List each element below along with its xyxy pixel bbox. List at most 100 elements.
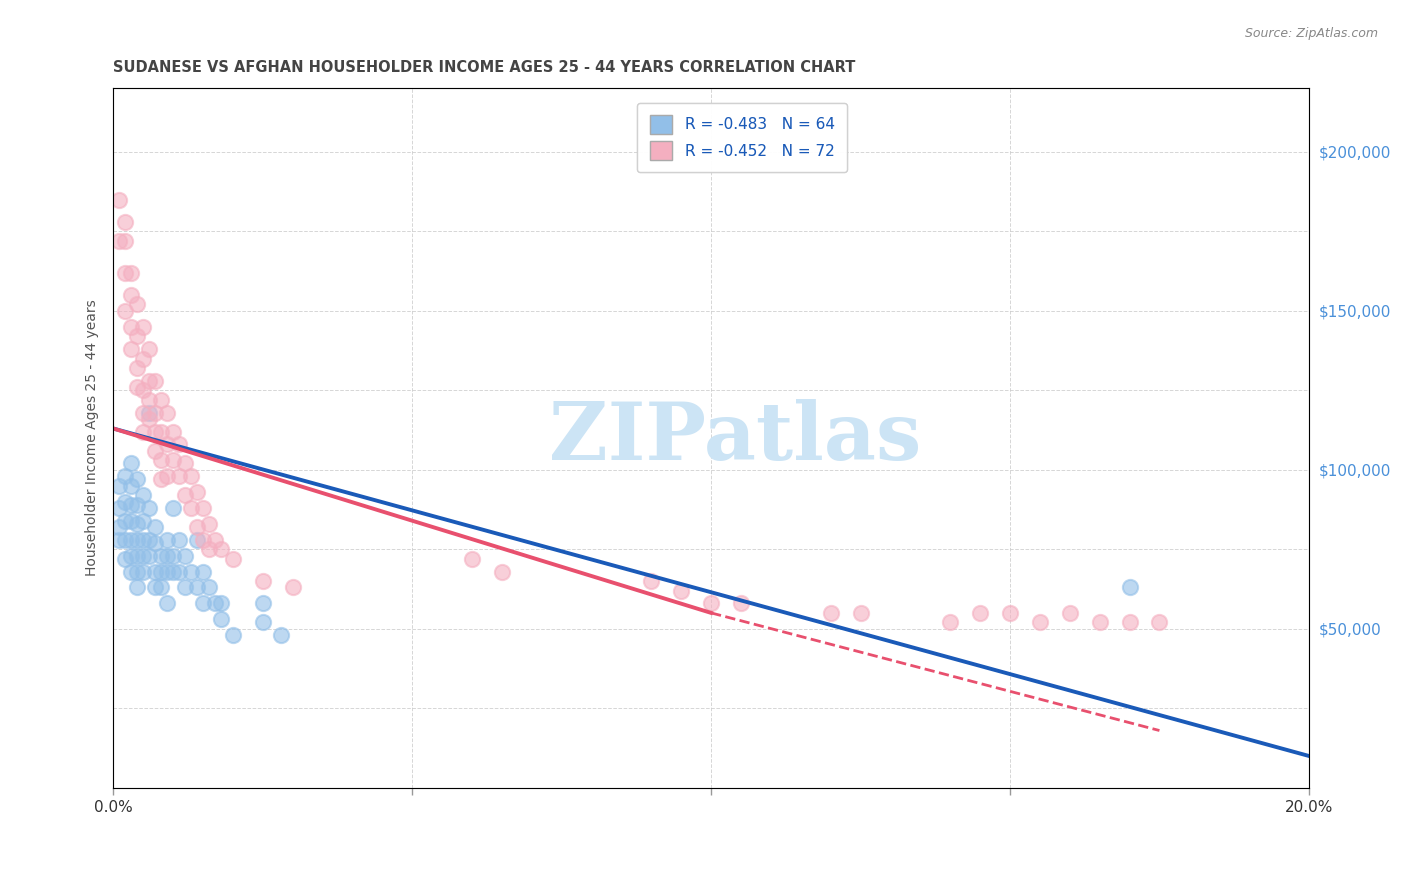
Point: [143, 520, 166, 534]
Point: [204, 533, 226, 547]
Point: [191, 565, 214, 579]
Y-axis label: Householder Income Ages 25 - 44 years: Householder Income Ages 25 - 44 years: [86, 300, 100, 576]
Point: [820, 606, 842, 620]
Point: [132, 514, 155, 528]
Point: [127, 533, 149, 547]
Point: [114, 303, 136, 318]
Point: [120, 549, 142, 563]
Point: [270, 628, 292, 642]
Point: [143, 374, 166, 388]
Point: [156, 469, 179, 483]
Point: [120, 266, 142, 280]
Point: [114, 514, 136, 528]
Point: [132, 351, 155, 366]
Point: [222, 551, 245, 566]
Point: [186, 581, 208, 595]
Point: [180, 565, 202, 579]
Point: [461, 551, 484, 566]
Point: [127, 380, 149, 394]
Point: [120, 479, 142, 493]
Point: [167, 469, 190, 483]
Point: [132, 533, 155, 547]
Point: [162, 549, 184, 563]
Point: [138, 549, 160, 563]
Point: [120, 498, 142, 512]
Point: [167, 533, 190, 547]
Point: [1118, 615, 1140, 630]
Text: ZIPatlas: ZIPatlas: [548, 399, 921, 477]
Point: [132, 549, 155, 563]
Point: [186, 485, 208, 500]
Point: [198, 581, 221, 595]
Point: [150, 581, 173, 595]
Point: [143, 565, 166, 579]
Point: [669, 583, 692, 598]
Point: [252, 574, 274, 588]
Point: [138, 533, 160, 547]
Point: [222, 628, 245, 642]
Point: [132, 319, 155, 334]
Point: [252, 596, 274, 610]
Point: [640, 574, 662, 588]
Point: [120, 319, 142, 334]
Point: [108, 500, 131, 515]
Point: [150, 425, 173, 439]
Point: [132, 384, 155, 398]
Point: [114, 266, 136, 280]
Point: [108, 234, 131, 248]
Point: [939, 615, 962, 630]
Point: [114, 215, 136, 229]
Point: [186, 520, 208, 534]
Legend: R = -0.483   N = 64, R = -0.452   N = 72: R = -0.483 N = 64, R = -0.452 N = 72: [637, 103, 846, 172]
Point: [127, 498, 149, 512]
Point: [174, 488, 197, 502]
Point: [108, 193, 131, 207]
Point: [114, 533, 136, 547]
Point: [114, 494, 136, 508]
Point: [127, 472, 149, 486]
Point: [127, 329, 149, 343]
Point: [127, 297, 149, 311]
Point: [209, 542, 232, 557]
Point: [127, 581, 149, 595]
Point: [150, 472, 173, 486]
Point: [150, 453, 173, 467]
Point: [132, 565, 155, 579]
Point: [138, 374, 160, 388]
Point: [191, 596, 214, 610]
Point: [186, 533, 208, 547]
Point: [252, 615, 274, 630]
Point: [730, 596, 752, 610]
Point: [120, 533, 142, 547]
Point: [127, 516, 149, 531]
Point: [120, 288, 142, 302]
Point: [167, 437, 190, 451]
Point: [114, 469, 136, 483]
Point: [849, 606, 872, 620]
Point: [174, 457, 197, 471]
Point: [138, 406, 160, 420]
Point: [150, 549, 173, 563]
Point: [198, 516, 221, 531]
Point: [150, 392, 173, 407]
Point: [138, 342, 160, 356]
Point: [156, 437, 179, 451]
Point: [143, 536, 166, 550]
Point: [132, 406, 155, 420]
Text: Source: ZipAtlas.com: Source: ZipAtlas.com: [1244, 27, 1378, 40]
Point: [114, 234, 136, 248]
Point: [1088, 615, 1111, 630]
Point: [143, 425, 166, 439]
Point: [127, 549, 149, 563]
Point: [120, 342, 142, 356]
Point: [132, 425, 155, 439]
Point: [174, 549, 197, 563]
Point: [162, 425, 184, 439]
Point: [138, 500, 160, 515]
Point: [180, 500, 202, 515]
Point: [127, 565, 149, 579]
Point: [138, 412, 160, 426]
Point: [969, 606, 991, 620]
Point: [108, 479, 131, 493]
Point: [120, 457, 142, 471]
